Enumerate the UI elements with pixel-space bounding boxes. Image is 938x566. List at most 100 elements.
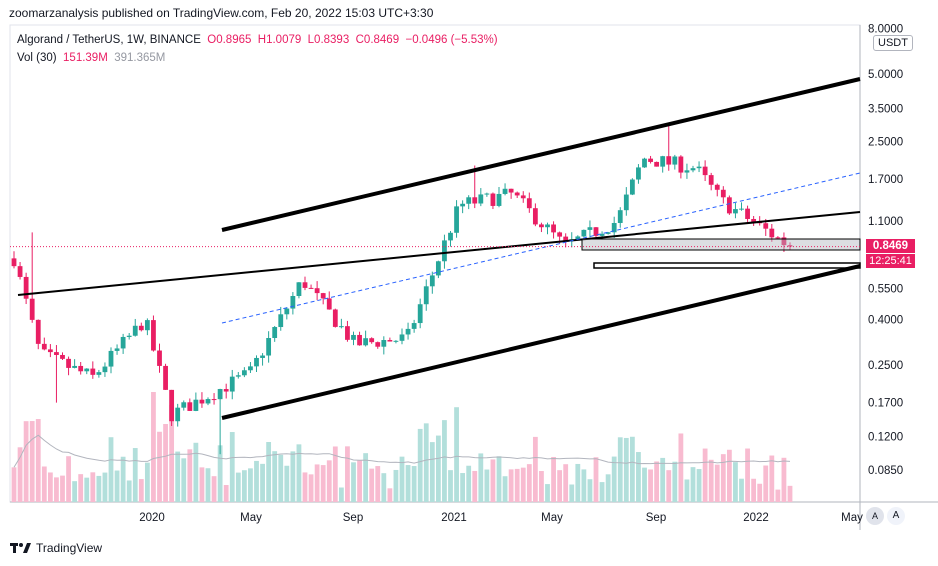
volume-bar <box>114 470 120 502</box>
candle-body <box>132 325 138 336</box>
volume-bar <box>557 470 563 502</box>
candle-body <box>532 208 538 225</box>
candle-body <box>648 158 653 162</box>
volume-bar <box>332 446 338 502</box>
volume-bar <box>163 423 168 502</box>
volume-bar <box>448 470 453 502</box>
volume-bar <box>84 477 90 502</box>
candle-body <box>211 399 217 401</box>
candle-body <box>381 340 387 347</box>
candle-body <box>636 167 641 180</box>
volume-bar <box>720 454 726 502</box>
price-tick-label: 0.2500 <box>868 360 903 372</box>
currency-label[interactable]: USDT <box>873 35 913 51</box>
volume-bar <box>211 476 217 502</box>
candle-body <box>120 336 126 349</box>
candle-body <box>781 237 787 246</box>
candle-body <box>611 222 617 233</box>
volume-bar <box>296 444 302 502</box>
lower-channel-line <box>221 264 861 420</box>
volume-bar <box>745 448 750 502</box>
volume-bar <box>17 447 23 502</box>
candle-body <box>557 232 563 237</box>
volume-bar <box>272 451 278 502</box>
volume-bar <box>266 441 272 502</box>
timezone-button[interactable]: A <box>866 507 884 525</box>
volume-bar <box>181 458 187 502</box>
price-tick-label: 0.1700 <box>868 398 903 410</box>
volume-bar <box>314 464 320 502</box>
candle-body <box>345 326 350 340</box>
candle-body <box>496 193 502 206</box>
candle-body <box>763 223 769 229</box>
volume-bar <box>151 392 156 502</box>
tradingview-brand[interactable]: TradingView <box>10 541 102 555</box>
candle-body <box>266 337 272 356</box>
time-tick-label: 2020 <box>139 512 165 524</box>
volume-bar <box>787 485 793 502</box>
volume-bar <box>636 452 641 502</box>
volume-ma-line <box>13 434 791 468</box>
volume-bar <box>308 474 314 502</box>
volume-bar <box>363 453 369 502</box>
volume-bar <box>611 456 617 502</box>
upper-channel-line <box>221 77 861 232</box>
volume-bar <box>666 470 672 502</box>
volume-bar <box>235 472 241 502</box>
candle-body <box>623 194 629 211</box>
volume-bar <box>423 423 429 502</box>
support-zone-rect <box>581 238 861 251</box>
candle-body <box>466 197 472 204</box>
volume-bar <box>132 448 138 502</box>
volume-bar <box>326 460 332 502</box>
candle-body <box>581 229 587 237</box>
candle-body <box>490 193 496 206</box>
volume-bar <box>302 472 308 502</box>
candle-body <box>187 402 193 411</box>
volume-bar <box>617 437 623 502</box>
candle-body <box>726 197 732 214</box>
candle-body <box>769 228 775 238</box>
candle-body <box>284 308 290 315</box>
volume-bar <box>381 473 387 502</box>
candle-body <box>108 350 114 367</box>
volume-bar <box>284 465 290 502</box>
time-tick-label: 2022 <box>743 512 769 524</box>
volume-bar <box>490 459 496 502</box>
candle-body <box>672 156 678 165</box>
volume-bar <box>126 480 132 502</box>
price-tick-label: 0.4000 <box>868 314 903 326</box>
volume-bar <box>199 467 205 502</box>
candle-body <box>23 276 29 299</box>
symbol-label[interactable]: Algorand / TetherUS, 1W, BINANCE <box>17 34 201 46</box>
high-value: H1.0079 <box>257 34 302 46</box>
candle-body <box>514 192 520 196</box>
volume-bar <box>478 453 484 502</box>
candle-body <box>593 227 599 236</box>
volume-bar <box>714 464 720 502</box>
candle-body <box>714 184 720 190</box>
candle-body <box>254 357 259 367</box>
lower-support-rect <box>593 262 861 269</box>
volume-bar <box>193 442 199 502</box>
volume-bar <box>672 461 678 502</box>
volume-bar <box>442 420 447 502</box>
auto-scale-button[interactable]: A <box>887 507 905 525</box>
volume-bar <box>508 469 514 502</box>
candle-body <box>338 326 344 328</box>
volume-bar <box>654 461 660 502</box>
price-tick-label: 1.1000 <box>868 216 903 228</box>
candle-body <box>193 399 199 411</box>
candle-body <box>369 338 375 343</box>
volume-bar <box>435 435 441 502</box>
candle-body <box>508 188 514 193</box>
volume-bar <box>526 464 532 502</box>
candle-body <box>29 298 35 320</box>
volume-label[interactable]: Vol (30) <box>17 52 57 64</box>
candle-body <box>599 233 605 236</box>
candle-body <box>435 261 441 276</box>
candle-body <box>72 365 78 368</box>
candle-body <box>278 314 284 328</box>
price-tick-label: 1.7000 <box>868 174 903 186</box>
